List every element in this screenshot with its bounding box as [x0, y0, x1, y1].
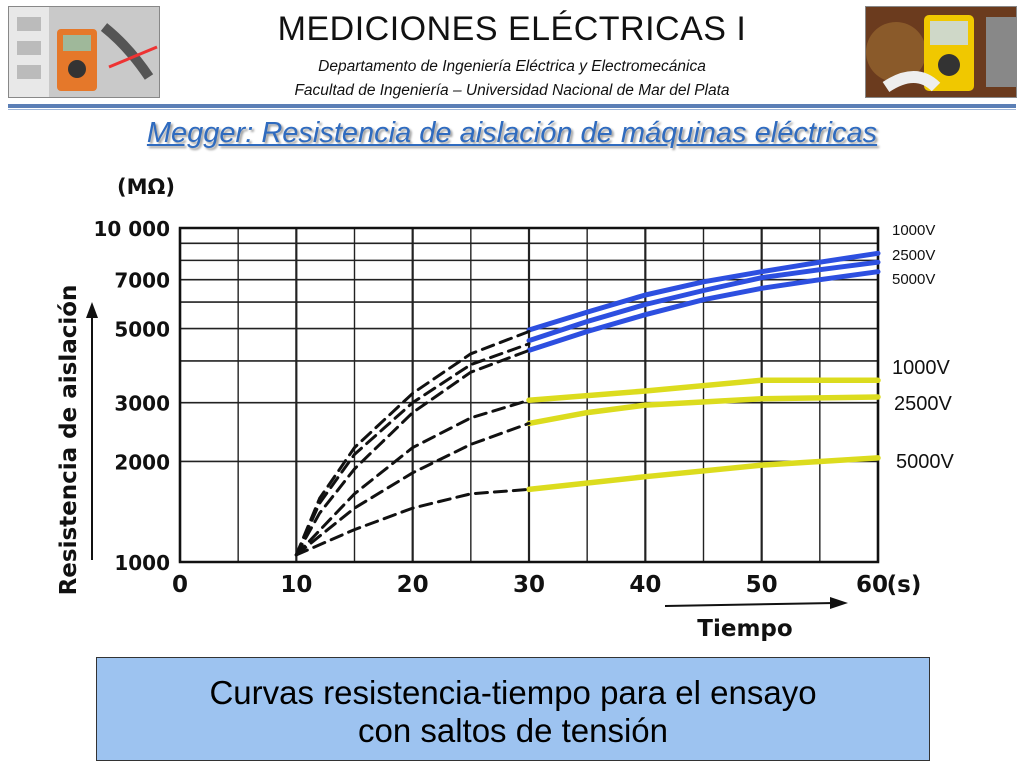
y-tick-label: 1000: [114, 551, 170, 575]
x-tick-label: 50: [746, 572, 778, 598]
x-tick-label: 40: [629, 572, 661, 598]
x-tick-label: 60: [856, 572, 888, 598]
series-line-2500v: [526, 394, 881, 427]
series-line-1000v: [526, 250, 881, 333]
slide-heading: Megger: Resistencia de aislación de máqu…: [146, 117, 878, 149]
chart-axes: 0 10 20 30 40 50 60(s) 1000 2000 3000 5000 7000 10 0…: [56, 175, 921, 642]
y-tick-label: 7000: [114, 269, 170, 293]
y-tick-label: 2000: [114, 450, 170, 474]
series-line-2500v: [526, 259, 881, 344]
y-tick-label: 10 000: [93, 217, 170, 241]
chart-series: [294, 250, 881, 557]
y-tick-label: 3000: [114, 392, 170, 416]
x-axis-arrow-line: [664, 602, 836, 607]
course-title: MEDICIONES ELÉCTRICAS I: [277, 10, 747, 48]
dashed-curve: [294, 348, 531, 557]
department-subtitle: Departamento de Ingeniería Eléctrica y E…: [318, 58, 706, 75]
series-line-5000v: [526, 269, 881, 353]
x-axis-arrow-head: [830, 597, 848, 609]
x-tick-label: 10: [280, 572, 312, 598]
dashed-curve: [294, 398, 531, 557]
multimeter-photo-right: [865, 6, 1017, 98]
dashed-curve: [294, 342, 531, 557]
series-label-5000v: 5000V: [896, 451, 954, 473]
series-label-2500v: 2500V: [894, 393, 952, 415]
caption-line-1: Curvas resistencia-tiempo para el ensayo: [209, 674, 817, 711]
faculty-subtitle: Facultad de Ingeniería – Universidad Nac…: [294, 82, 730, 99]
x-tick-label: 0: [172, 572, 188, 598]
x-axis-label: Tiempo: [697, 616, 792, 642]
series-label-5000v: 5000V: [892, 271, 935, 288]
x-tick-label: 20: [397, 572, 429, 598]
caption-line-2: con saltos de tensión: [357, 712, 669, 749]
dashed-curve: [294, 421, 531, 557]
y-unit-label: (MΩ): [117, 175, 175, 199]
slide-header: MEDICIONES ELÉCTRICAS I Departamento de …: [0, 0, 1024, 110]
header-divider-thin: [8, 109, 1016, 110]
series-line-1000v: [526, 377, 881, 403]
multimeter-photo-left: [8, 6, 160, 98]
series-line-5000v: [526, 455, 881, 493]
dashed-curve: [294, 330, 531, 557]
dashed-curve: [294, 487, 531, 557]
caption-box: Curvas resistencia-tiempo para el ensayo…: [96, 657, 930, 761]
x-unit-label: (s): [887, 572, 922, 598]
x-tick-label: 30: [513, 572, 545, 598]
y-axis-label: Resistencia de aislación: [56, 285, 82, 596]
y-tick-label: 5000: [114, 318, 170, 342]
chart-labels: 1000V 2500V 5000V 1000V 2500V 5000V: [892, 222, 954, 473]
series-label-1000v: 1000V: [892, 222, 935, 239]
y-axis-arrow-head: [86, 302, 98, 318]
series-label-1000v: 1000V: [892, 357, 950, 379]
series-label-2500v: 2500V: [892, 247, 935, 264]
header-divider: [8, 104, 1016, 108]
